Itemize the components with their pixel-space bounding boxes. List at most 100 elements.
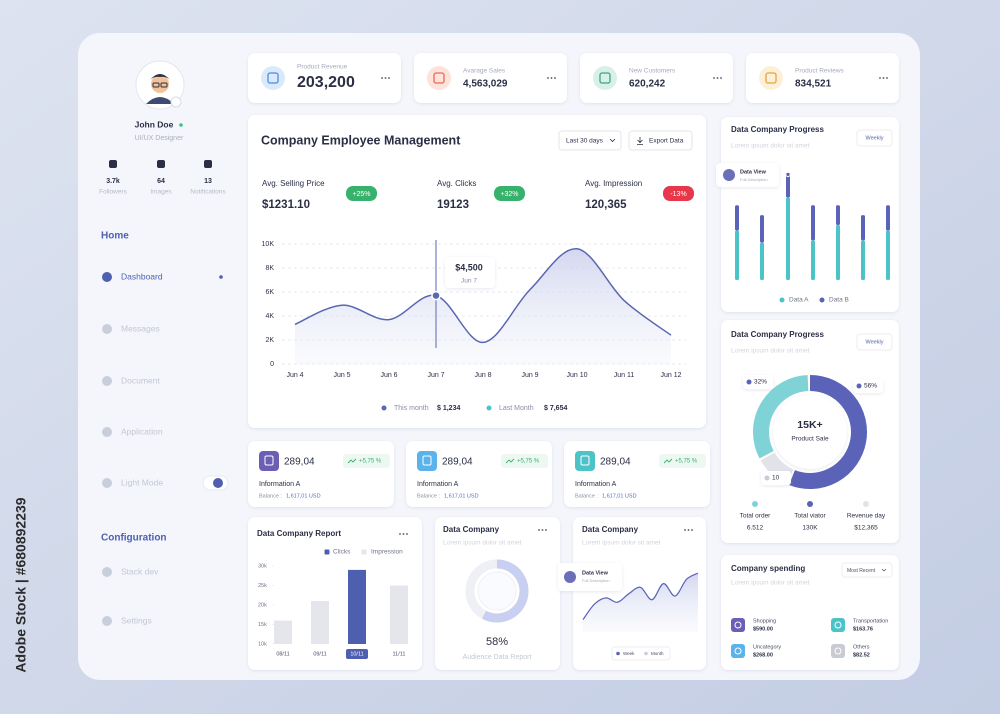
legend-label: Impression [371, 549, 403, 556]
button-label[interactable]: Export Data [649, 138, 684, 145]
item-value: $268.00 [753, 652, 773, 658]
popup-icon [723, 169, 735, 181]
kpi-value: 834,521 [795, 79, 832, 90]
button[interactable] [856, 333, 893, 351]
nav-section-title: Home [101, 231, 129, 242]
value-label-dot [746, 379, 752, 385]
button-label[interactable]: Last 30 days [566, 138, 604, 145]
button[interactable] [558, 130, 622, 151]
more-dot [720, 77, 722, 79]
stat-label: Total viator [794, 513, 826, 520]
donut-center [773, 395, 847, 469]
y-tick-label: 0 [270, 361, 274, 368]
kpi-icon [427, 66, 451, 90]
bar-segment [735, 230, 739, 280]
y-tick-label: 25k [258, 583, 267, 589]
watermark: Adobe Stock | #680892239 [13, 497, 29, 672]
y-tick-label: 20k [258, 602, 267, 608]
change-badge [494, 186, 525, 201]
stat-icon [157, 160, 165, 168]
button-label[interactable]: Weekly [866, 339, 884, 345]
tooltip-date: Jun 7 [461, 278, 477, 285]
value-label-dot [764, 475, 770, 481]
nav-icon [102, 272, 112, 282]
stat-value: 6.512 [747, 525, 764, 532]
change-badge [659, 454, 706, 468]
change-value: +5,75 % [675, 459, 698, 465]
change-value: +25% [352, 191, 370, 198]
legend-label: Week [623, 651, 635, 656]
donut-segment [789, 375, 867, 489]
y-tick-label: 8K [265, 265, 274, 272]
value-label-box [761, 471, 791, 485]
area-fill [583, 573, 698, 632]
item-icon [831, 618, 845, 632]
active-dot [219, 275, 223, 279]
button[interactable] [628, 130, 693, 151]
donut-segment [753, 375, 809, 459]
stat-label: Followers [99, 189, 128, 196]
bar-segment [760, 215, 764, 243]
bar [348, 569, 366, 644]
stat-label: Notifications [190, 189, 226, 196]
dropdown[interactable] [841, 562, 893, 578]
change-value: +32% [500, 191, 518, 198]
y-tick-label: 10K [262, 241, 275, 248]
change-badge [343, 454, 390, 468]
x-tick-label: 11/11 [393, 651, 406, 657]
legend-dot [644, 651, 648, 656]
info-glyph [264, 455, 274, 466]
x-tick-label: Jun 5 [333, 372, 350, 379]
legend-label: Clicks [333, 549, 351, 556]
more-dot [879, 77, 881, 79]
donut-center-value: 15K+ [797, 419, 822, 431]
card-subtitle: Lorem ipsum dolor sit amet [731, 143, 810, 150]
more-dot [691, 529, 693, 531]
kpi-label: Product Revenue [297, 64, 348, 71]
balance-label: Balance : [259, 493, 282, 499]
item-value: $82.52 [853, 652, 870, 658]
info-title: Information A [417, 481, 459, 488]
dropdown-label[interactable]: Most Recent [847, 568, 876, 574]
bar [274, 620, 292, 644]
bar [390, 585, 408, 644]
bar-segment [861, 215, 865, 241]
item-label: Transportation [853, 618, 888, 624]
more-dot [545, 529, 547, 531]
button[interactable] [856, 129, 893, 147]
x-tick-label: Jun 8 [474, 372, 491, 379]
balance-value: 1,617,01 USD [286, 493, 321, 499]
nav-item[interactable]: Light Mode [121, 477, 163, 487]
balance-label: Balance : [575, 493, 598, 499]
popup [716, 163, 779, 187]
item-label: Uncategory [753, 644, 781, 650]
stat-label: Avg. Impression [585, 179, 642, 188]
nav-item[interactable]: Document [121, 375, 160, 385]
item-value: $163.76 [853, 626, 873, 632]
card-title: Data Company [582, 525, 639, 534]
legend-label: Data B [829, 297, 849, 304]
nav-item[interactable]: Settings [121, 615, 152, 625]
nav-item[interactable]: Dashboard [121, 271, 163, 281]
nav-item[interactable]: Stack dev [121, 566, 159, 576]
stat-label: Avg. Selling Price [262, 179, 325, 188]
nav-item[interactable]: Application [121, 426, 163, 436]
legend-label: This month [394, 405, 429, 412]
nav-item[interactable]: Messages [121, 323, 160, 333]
info-value: 289,04 [600, 457, 631, 468]
more-dot [886, 77, 888, 79]
info-value: 289,04 [284, 457, 315, 468]
stat-value: $1231.10 [262, 199, 310, 211]
stat-value: $12,365 [854, 525, 878, 532]
card-title: Company spending [731, 564, 805, 573]
item-icon [831, 644, 845, 658]
trend-arrow [505, 458, 515, 464]
popup-title: Data View [582, 570, 609, 576]
more-dot [384, 77, 387, 79]
y-tick-label: 10k [258, 641, 267, 647]
item-icon [731, 644, 745, 658]
y-tick-label: 6K [265, 289, 274, 296]
card-subtitle: Lorem ipsum dolor sit amet [443, 540, 522, 547]
card [721, 555, 899, 670]
button-label[interactable]: Weekly [866, 135, 884, 141]
